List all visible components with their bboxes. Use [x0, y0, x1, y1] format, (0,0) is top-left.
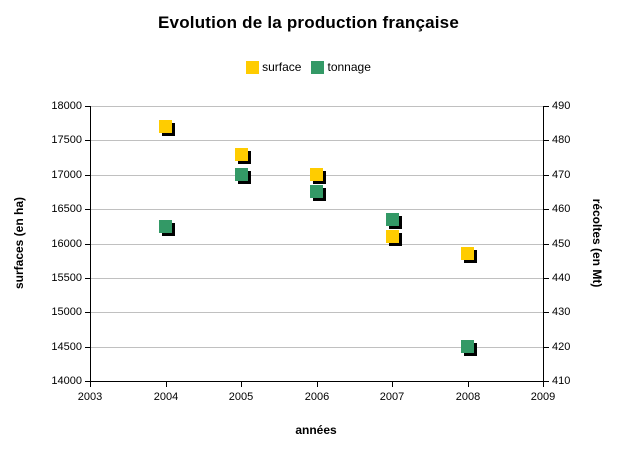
x-axis-title: années	[295, 423, 337, 437]
x-tick-2008	[468, 382, 469, 387]
x-tick-2003	[90, 382, 91, 387]
y-tick-right-460	[544, 209, 549, 210]
x-axis-line	[90, 381, 544, 382]
x-tick-label-2006: 2006	[304, 391, 330, 403]
y-tick-label-left-15500: 15500	[51, 272, 82, 284]
legend-swatch-surface-icon	[246, 60, 260, 74]
gridline-17500	[91, 140, 543, 141]
gridline-14500	[91, 347, 543, 348]
y-tick-label-left-18000: 18000	[51, 100, 82, 112]
y-tick-label-right-450: 450	[552, 238, 571, 250]
y-tick-left-16000	[85, 244, 90, 245]
marker-surface-2004	[159, 120, 172, 133]
y-tick-left-16500	[85, 209, 90, 210]
y-tick-label-left-16500: 16500	[51, 203, 82, 215]
y-tick-label-right-460: 460	[552, 203, 571, 215]
legend-swatch-tonnage-icon	[311, 60, 325, 74]
y-tick-label-right-430: 430	[552, 306, 571, 318]
x-tick-label-2004: 2004	[153, 391, 179, 403]
marker-tonnage-2004	[159, 220, 172, 233]
y-tick-left-18000	[85, 106, 90, 107]
y-tick-right-470	[544, 175, 549, 176]
marker-tonnage-2007	[386, 213, 399, 226]
x-tick-2007	[392, 382, 393, 387]
y-tick-left-17500	[85, 140, 90, 141]
y-tick-label-right-490: 490	[552, 100, 571, 112]
y-tick-label-left-17500: 17500	[51, 134, 82, 146]
y-tick-right-450	[544, 244, 549, 245]
marker-tonnage-2008	[461, 340, 474, 353]
y-tick-right-430	[544, 312, 549, 313]
legend-item-tonnage: tonnage	[311, 60, 371, 74]
y-tick-label-right-420: 420	[552, 341, 571, 353]
marker-surface-2007	[386, 230, 399, 243]
y-tick-left-17000	[85, 175, 90, 176]
marker-tonnage-2005	[235, 168, 248, 181]
x-tick-label-2003: 2003	[77, 391, 103, 403]
y-tick-right-420	[544, 347, 549, 348]
y-tick-left-15000	[85, 312, 90, 313]
y-tick-label-left-16000: 16000	[51, 238, 82, 250]
y-tick-label-right-480: 480	[552, 134, 571, 146]
x-tick-2006	[317, 382, 318, 387]
y-tick-label-left-14500: 14500	[51, 341, 82, 353]
gridline-18000	[91, 106, 543, 107]
y-tick-right-490	[544, 106, 549, 107]
marker-tonnage-2006	[310, 185, 323, 198]
x-tick-2009	[543, 382, 544, 387]
x-tick-label-2008: 2008	[455, 391, 481, 403]
gridline-15500	[91, 278, 543, 279]
y-tick-left-14500	[85, 347, 90, 348]
y-tick-left-14000	[85, 381, 90, 382]
marker-surface-2006	[310, 168, 323, 181]
y-tick-right-480	[544, 140, 549, 141]
x-tick-label-2009: 2009	[530, 391, 556, 403]
legend-label-tonnage: tonnage	[327, 60, 371, 74]
y-tick-label-left-14000: 14000	[51, 375, 82, 387]
y-tick-label-left-17000: 17000	[51, 169, 82, 181]
x-tick-2004	[166, 382, 167, 387]
legend-label-surface: surface	[262, 60, 302, 74]
gridline-16000	[91, 244, 543, 245]
y-tick-label-right-470: 470	[552, 169, 571, 181]
y-axis-left-line	[90, 106, 91, 382]
gridline-15000	[91, 312, 543, 313]
x-tick-2005	[241, 382, 242, 387]
x-tick-label-2007: 2007	[379, 391, 405, 403]
y-tick-left-15500	[85, 278, 90, 279]
gridline-16500	[91, 209, 543, 210]
y-tick-label-right-410: 410	[552, 375, 571, 387]
legend: surface tonnage	[0, 60, 617, 74]
y-tick-right-410	[544, 381, 549, 382]
y-axis-right-line	[543, 106, 544, 382]
marker-surface-2005	[235, 148, 248, 161]
legend-item-surface: surface	[246, 60, 301, 74]
y-tick-right-440	[544, 278, 549, 279]
marker-surface-2008	[461, 247, 474, 260]
x-tick-label-2005: 2005	[228, 391, 254, 403]
y-tick-label-left-15000: 15000	[51, 306, 82, 318]
chart-title: Evolution de la production française	[158, 13, 459, 32]
y-tick-label-right-440: 440	[552, 272, 571, 284]
